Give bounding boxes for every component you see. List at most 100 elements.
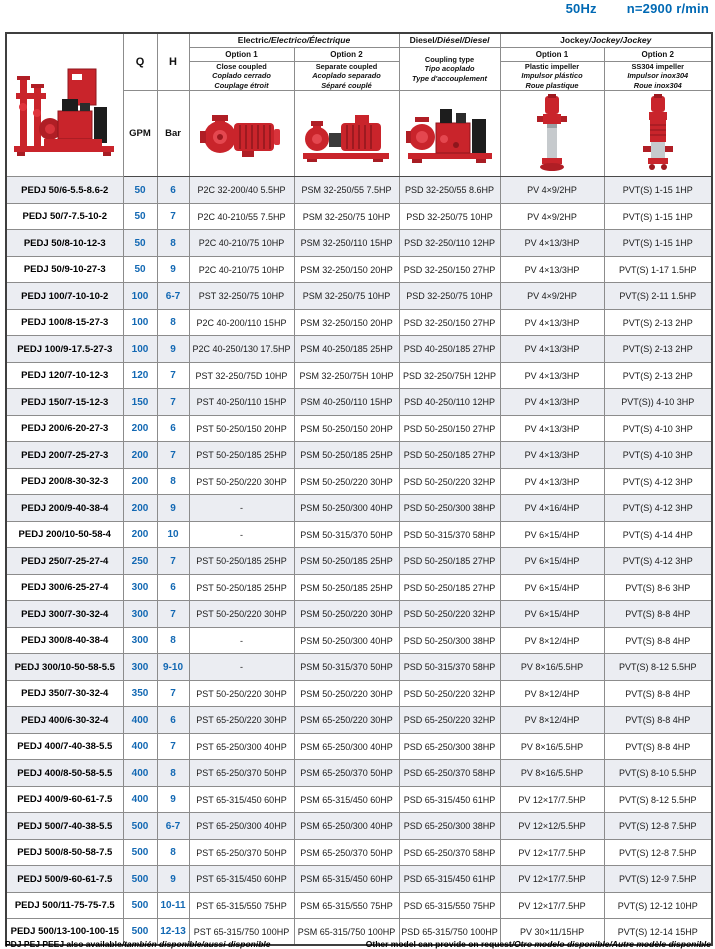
separate-coupled-pump-photo bbox=[295, 103, 398, 165]
cell-electric2: PSM 65-315/750 100HP bbox=[293, 918, 400, 946]
cell-jockey1: PV 8×12/4HP bbox=[499, 679, 605, 708]
cell-electric1: P2C 40-200/110 15HP bbox=[188, 308, 295, 337]
cell-jockey2: PVT(S) 1-15 1HP bbox=[603, 202, 713, 231]
table-row: PEDJ 400/8-50-58-5.5 400 8 PST 65-250/370 5… bbox=[5, 759, 713, 787]
cell-diesel: PSD 50-250/300 38HP bbox=[398, 494, 501, 522]
footer-left-note: PDJ PEJ PEEJ also available/también disp… bbox=[5, 939, 271, 949]
table-row: PEDJ 300/8-40-38-4 300 8- PSM 50-250/300 40… bbox=[5, 626, 713, 655]
cell-h: 8 bbox=[156, 626, 190, 655]
cell-q: 500 bbox=[122, 865, 158, 893]
cell-h: 9 bbox=[156, 494, 190, 522]
cell-jockey1: PV 30×11/15HP bbox=[499, 918, 605, 946]
cell-h: 6 bbox=[156, 414, 190, 443]
cell-electric1: P2C 32-200/40 5.5HP bbox=[188, 176, 295, 204]
jockey-option1-desc: Plastic impeller Impulsor plástico Roue … bbox=[499, 60, 605, 92]
cell-electric2: PSM 40-250/110 15HP bbox=[293, 388, 400, 416]
cell-diesel: PSD 50-250/185 27HP bbox=[398, 441, 501, 469]
cell-h: 9 bbox=[156, 335, 190, 363]
cell-model: PEDJ 250/7-25-27-4 bbox=[5, 547, 124, 575]
cell-q: 300 bbox=[122, 573, 158, 602]
cell-electric1: PST 50-250/220 30HP bbox=[188, 467, 295, 496]
cell-diesel: PSD 32-250/75H 12HP bbox=[398, 361, 501, 390]
cell-model: PEDJ 300/7-30-32-4 bbox=[5, 600, 124, 628]
cell-jockey1: PV 4×13/3HP bbox=[499, 335, 605, 363]
cell-diesel: PSD 32-250/150 27HP bbox=[398, 255, 501, 284]
cell-jockey2: PVT(S) 8-12 5.5HP bbox=[603, 785, 713, 814]
cell-electric1: PST 65-315/550 75HP bbox=[188, 891, 295, 920]
cell-jockey1: PV 12×12/5.5HP bbox=[499, 812, 605, 840]
cell-h: 8 bbox=[156, 229, 190, 257]
cell-electric1: PST 65-250/370 50HP bbox=[188, 759, 295, 787]
cell-diesel: PSD 40-250/110 12HP bbox=[398, 388, 501, 416]
cell-electric2: PSM 32-250/75 10HP bbox=[293, 282, 400, 310]
cell-electric2: PSM 32-250/150 20HP bbox=[293, 255, 400, 284]
cell-jockey1: PV 4×13/3HP bbox=[499, 229, 605, 257]
cell-jockey2: PVT(S) 1-15 1HP bbox=[603, 229, 713, 257]
cell-electric2: PSM 50-250/300 40HP bbox=[293, 626, 400, 655]
cell-model: PEDJ 50/7-7.5-10-2 bbox=[5, 202, 124, 231]
cell-electric2: PSM 50-250/220 30HP bbox=[293, 679, 400, 708]
cell-electric2: PSM 65-250/220 30HP bbox=[293, 706, 400, 734]
cell-h: 10-11 bbox=[156, 891, 190, 920]
cell-electric1: PST 50-250/220 30HP bbox=[188, 600, 295, 628]
cell-jockey2: PVT(S) 2-13 2HP bbox=[603, 335, 713, 363]
cell-jockey1: PV 4×13/3HP bbox=[499, 441, 605, 469]
cell-electric2: PSM 50-315/370 50HP bbox=[293, 520, 400, 549]
cell-model: PEDJ 100/7-10-10-2 bbox=[5, 282, 124, 310]
cell-h: 7 bbox=[156, 441, 190, 469]
cell-jockey2: PVT(S) 8-8 4HP bbox=[603, 626, 713, 655]
cell-jockey1: PV 6×15/4HP bbox=[499, 547, 605, 575]
jockey-option1-header: Option 1 bbox=[499, 46, 605, 62]
cell-model: PEDJ 500/11-75-75-7.5 bbox=[5, 891, 124, 920]
cell-electric1: PST 50-250/150 20HP bbox=[188, 414, 295, 443]
cell-jockey1: PV 4×9/2HP bbox=[499, 176, 605, 204]
cell-model: PEDJ 400/7-40-38-5.5 bbox=[5, 732, 124, 761]
cell-jockey1: PV 8×16/5.5HP bbox=[499, 653, 605, 681]
cell-jockey2: PVT(S) 8-10 5.5HP bbox=[603, 759, 713, 787]
table-row: PEDJ 200/10-50-58-4 200 10- PSM 50-315/370 … bbox=[5, 520, 713, 549]
cell-h: 7 bbox=[156, 388, 190, 416]
cell-jockey2: PVT(S) 8-6 3HP bbox=[603, 573, 713, 602]
jockey-option2-header: Option 2 bbox=[603, 46, 713, 62]
cell-electric2: PSM 65-250/370 50HP bbox=[293, 838, 400, 867]
cell-electric1: PST 65-250/220 30HP bbox=[188, 706, 295, 734]
cell-electric1: PST 65-315/750 100HP bbox=[188, 918, 295, 946]
cell-h: 7 bbox=[156, 202, 190, 231]
cell-electric1: PST 50-250/185 25HP bbox=[188, 441, 295, 469]
cell-q: 350 bbox=[122, 679, 158, 708]
cell-h: 8 bbox=[156, 838, 190, 867]
cell-electric2: PSM 50-315/370 50HP bbox=[293, 653, 400, 681]
cell-q: 100 bbox=[122, 282, 158, 310]
cell-h: 8 bbox=[156, 467, 190, 496]
cell-electric2: PSM 50-250/185 25HP bbox=[293, 547, 400, 575]
cell-electric1: - bbox=[188, 494, 295, 522]
cell-model: PEDJ 500/13-100-100-15 bbox=[5, 918, 124, 946]
cell-model: PEDJ 50/6-5.5-8.6-2 bbox=[5, 176, 124, 204]
table-row: PEDJ 500/11-75-75-7.5 500 10-11 PST 65-315/… bbox=[5, 891, 713, 920]
cell-electric1: P2C 40-210/75 10HP bbox=[188, 255, 295, 284]
cell-electric1: PST 65-250/370 50HP bbox=[188, 838, 295, 867]
cell-jockey1: PV 4×16/4HP bbox=[499, 494, 605, 522]
product-photo-cell bbox=[5, 32, 124, 178]
table-row: PEDJ 120/7-10-12-3 120 7 PST 32-250/75D 10H… bbox=[5, 361, 713, 390]
table-row: PEDJ 300/7-30-32-4 300 7 PST 50-250/220 30H… bbox=[5, 600, 713, 628]
table-row: PEDJ 50/8-10-12-3 50 8 P2C 40-210/75 10HP PS… bbox=[5, 229, 713, 257]
cell-h: 7 bbox=[156, 679, 190, 708]
cell-h: 6-7 bbox=[156, 812, 190, 840]
cell-model: PEDJ 200/8-30-32-3 bbox=[5, 467, 124, 496]
cell-jockey1: PV 4×9/2HP bbox=[499, 202, 605, 231]
table-row: PEDJ 50/9-10-27-3 50 9 P2C 40-210/75 10HP PS… bbox=[5, 255, 713, 284]
cell-electric1: P2C 40-210/55 7.5HP bbox=[188, 202, 295, 231]
cell-model: PEDJ 400/9-60-61-7.5 bbox=[5, 785, 124, 814]
cell-q: 250 bbox=[122, 547, 158, 575]
cell-model: PEDJ 300/8-40-38-4 bbox=[5, 626, 124, 655]
cell-model: PEDJ 50/9-10-27-3 bbox=[5, 255, 124, 284]
cell-model: PEDJ 200/9-40-38-4 bbox=[5, 494, 124, 522]
cell-jockey2: PVT(S) 4-12 3HP bbox=[603, 547, 713, 575]
table-row: PEDJ 500/8-50-58-7.5 500 8 PST 65-250/370 5… bbox=[5, 838, 713, 867]
cell-h: 9 bbox=[156, 785, 190, 814]
cell-diesel: PSD 65-250/300 38HP bbox=[398, 732, 501, 761]
cell-jockey2: PVT(S) 2-11 1.5HP bbox=[603, 282, 713, 310]
cell-electric1: PST 32-250/75D 10HP bbox=[188, 361, 295, 390]
cell-diesel: PSD 65-315/750 100HP bbox=[398, 918, 501, 946]
